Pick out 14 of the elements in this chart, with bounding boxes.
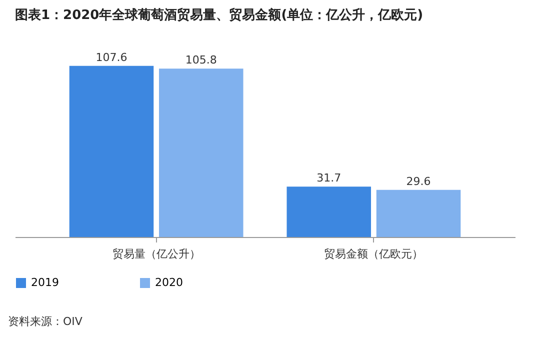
x-tick-label: 贸易量（亿公升） <box>112 248 200 260</box>
legend-label: 2019 <box>31 276 59 289</box>
text: 资料来源：OIV <box>8 314 82 329</box>
data-label: 107.6 <box>96 50 128 64</box>
data-label: 105.8 <box>185 54 217 67</box>
bar <box>286 186 372 237</box>
data-label: 31.7 <box>316 172 342 185</box>
data-label: 29.6 <box>406 174 431 188</box>
bar <box>158 68 244 237</box>
legend-label: 2020 <box>155 276 183 289</box>
chart-title: 图表1：2020年全球葡萄酒贸易量、贸易金额(单位：亿公升，亿欧元) <box>15 6 424 23</box>
bar <box>69 66 154 237</box>
x-tick-label: 贸易金额（亿欧元） <box>324 248 424 260</box>
bar <box>376 190 461 237</box>
